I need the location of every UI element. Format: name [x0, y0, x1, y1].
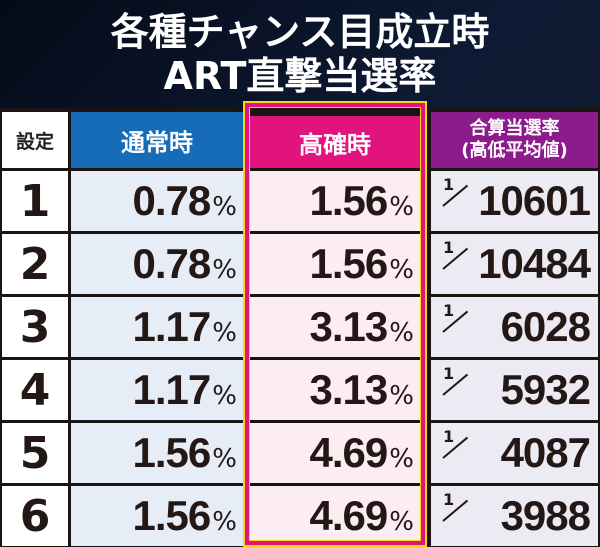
normal-rate: 1.17: [132, 303, 212, 350]
normal-rate: 1.56: [132, 492, 212, 539]
total-denominator: 6028: [500, 303, 591, 350]
fraction-icon: 1: [439, 490, 473, 528]
percent-sign: %: [212, 192, 237, 222]
header-total-line1: 合算当選率: [469, 118, 560, 139]
table-row: 4 1.17% 3.13% 1 5932: [0, 360, 600, 420]
table-row: 6 1.56% 4.69% 1 3988: [0, 486, 600, 546]
high-rate: 4.69: [309, 492, 389, 539]
header-high: 高確時: [250, 116, 420, 168]
percent-sign: %: [389, 381, 414, 411]
total-denominator: 4087: [500, 429, 591, 476]
percent-sign: %: [212, 444, 237, 474]
high-rate-cell: 1.56%: [250, 171, 420, 231]
percent-sign: %: [389, 444, 414, 474]
high-rate: 4.69: [309, 429, 389, 476]
total-rate-cell: 1 5932: [431, 360, 598, 420]
header-normal: 通常時: [71, 112, 243, 168]
fraction-icon: 1: [439, 301, 473, 339]
percent-sign: %: [212, 318, 237, 348]
normal-rate: 1.56: [132, 429, 212, 476]
high-rate-cell: 4.69%: [250, 486, 420, 546]
normal-rate: 0.78: [132, 177, 212, 224]
total-rate-cell: 1 3988: [431, 486, 598, 546]
setting-cell: 6: [2, 486, 68, 546]
setting-cell: 1: [2, 171, 68, 231]
high-rate: 3.13: [309, 366, 389, 413]
header-setting: 設定: [2, 112, 68, 168]
normal-rate: 0.78: [132, 240, 212, 287]
total-rate-cell: 1 4087: [431, 423, 598, 483]
fraction-icon: 1: [439, 175, 473, 213]
normal-rate-cell: 1.56%: [71, 486, 243, 546]
setting-cell: 5: [2, 423, 68, 483]
setting-cell: 3: [2, 297, 68, 357]
high-rate-cell: 3.13%: [250, 297, 420, 357]
title-block: 各種チャンス目成立時 ART直撃当選率: [0, 0, 600, 106]
percent-sign: %: [212, 255, 237, 285]
total-rate-cell: 1 10484: [431, 234, 598, 294]
high-rate-cell: 3.13%: [250, 360, 420, 420]
high-rate: 1.56: [309, 240, 389, 287]
percent-sign: %: [212, 507, 237, 537]
table-row: 5 1.56% 4.69% 1 4087: [0, 423, 600, 483]
high-rate: 1.56: [309, 177, 389, 224]
total-rate-cell: 1 6028: [431, 297, 598, 357]
table-row: 3 1.17% 3.13% 1 6028: [0, 297, 600, 357]
header-total-line2: (高低平均値): [461, 140, 568, 161]
rate-table: 設定 通常時 高確時 合算当選率 (高低平均値) 1 0.78% 1.56% 1…: [0, 108, 600, 547]
title-line-1: 各種チャンス目成立時: [110, 10, 490, 54]
header-total: 合算当選率 (高低平均値): [431, 112, 598, 168]
table-row: 1 0.78% 1.56% 1 10601: [0, 171, 600, 231]
total-denominator: 3988: [500, 492, 591, 539]
percent-sign: %: [389, 318, 414, 348]
fraction-icon: 1: [439, 238, 473, 276]
setting-cell: 4: [2, 360, 68, 420]
total-rate-cell: 1 10601: [431, 171, 598, 231]
total-denominator: 5932: [500, 366, 591, 413]
normal-rate-cell: 0.78%: [71, 171, 243, 231]
percent-sign: %: [389, 192, 414, 222]
normal-rate-cell: 1.17%: [71, 360, 243, 420]
table-row: 2 0.78% 1.56% 1 10484: [0, 234, 600, 294]
total-denominator: 10601: [478, 177, 591, 224]
fraction-icon: 1: [439, 364, 473, 402]
high-rate-cell: 4.69%: [250, 423, 420, 483]
high-rate: 3.13: [309, 303, 389, 350]
setting-cell: 2: [2, 234, 68, 294]
title-line-2: ART直撃当選率: [163, 54, 437, 98]
total-denominator: 10484: [478, 240, 591, 287]
percent-sign: %: [389, 255, 414, 285]
normal-rate: 1.17: [132, 366, 212, 413]
high-rate-cell: 1.56%: [250, 234, 420, 294]
fraction-icon: 1: [439, 427, 473, 465]
normal-rate-cell: 0.78%: [71, 234, 243, 294]
normal-rate-cell: 1.17%: [71, 297, 243, 357]
percent-sign: %: [212, 381, 237, 411]
normal-rate-cell: 1.56%: [71, 423, 243, 483]
percent-sign: %: [389, 507, 414, 537]
